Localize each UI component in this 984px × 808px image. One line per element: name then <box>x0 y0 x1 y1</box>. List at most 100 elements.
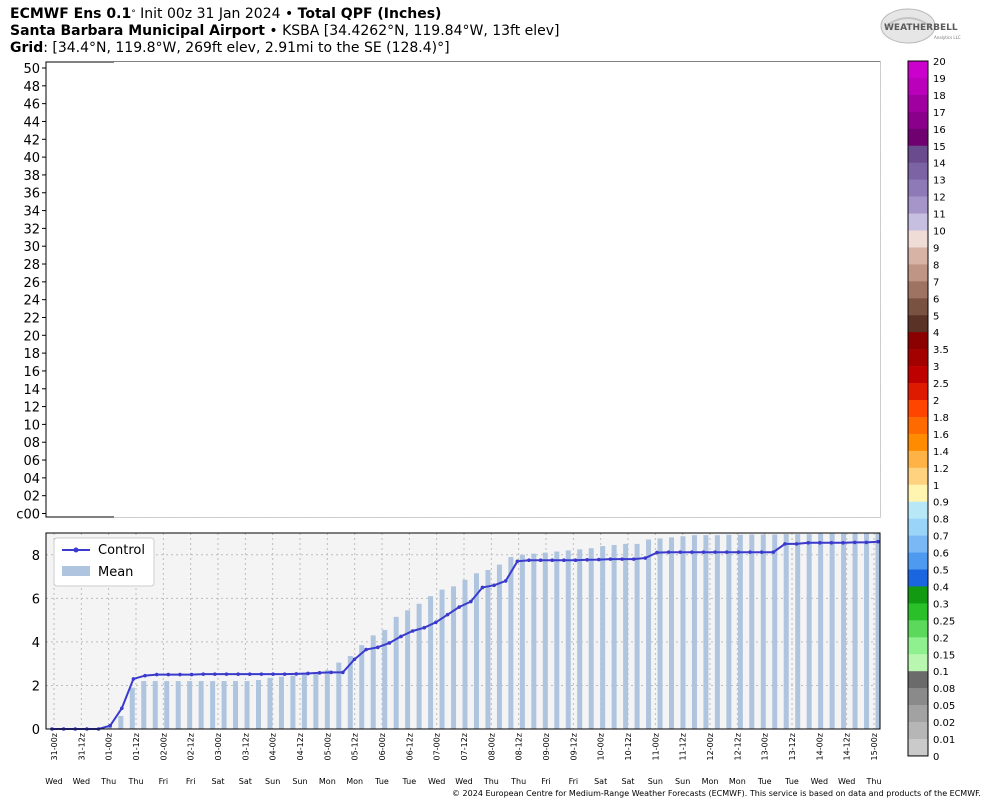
heatmap-cell <box>448 213 461 223</box>
heatmap-cell <box>399 151 412 161</box>
heatmap-cell <box>226 70 239 81</box>
heatmap-cell <box>855 472 868 482</box>
heatmap-cell <box>571 160 585 170</box>
heatmap-cell <box>769 401 782 411</box>
heatmap-cell <box>423 356 437 366</box>
mean-bar <box>726 534 732 729</box>
heatmap-cell <box>670 62 683 72</box>
heatmap-cell <box>386 249 400 259</box>
heatmap-cell <box>349 231 363 241</box>
heatmap-cell <box>793 392 807 402</box>
heatmap-cell <box>423 276 437 286</box>
heatmap-cell <box>707 472 720 482</box>
heatmap-cell <box>621 88 634 98</box>
heatmap-cell <box>325 401 338 411</box>
heatmap-cell <box>855 463 868 473</box>
heatmap-cell <box>547 115 560 125</box>
heatmap-cell <box>164 285 178 295</box>
heatmap-cell <box>732 445 745 455</box>
heatmap-cell <box>695 499 708 509</box>
heatmap-cell <box>337 383 350 393</box>
heatmap-cell <box>152 160 165 170</box>
heatmap-cell <box>238 508 252 518</box>
heatmap-cell <box>164 329 178 339</box>
heatmap-cell <box>830 240 844 250</box>
heatmap-cell <box>448 115 461 125</box>
heatmap-cell <box>855 374 868 384</box>
heatmap-cell <box>830 186 844 197</box>
heatmap-cell <box>584 490 597 500</box>
heatmap-cell <box>374 409 387 420</box>
heatmap-cell <box>818 374 831 384</box>
colorbar-swatch <box>908 400 928 418</box>
heatmap-cell <box>534 490 548 500</box>
heatmap-cell <box>251 293 264 304</box>
heatmap-cell <box>251 427 264 438</box>
heatmap-cell <box>189 106 202 116</box>
heatmap-cell <box>867 490 881 500</box>
heatmap-cell <box>645 267 659 277</box>
heatmap-cell <box>719 490 733 500</box>
heatmap-cell <box>386 374 400 384</box>
heatmap-cell <box>547 195 560 206</box>
heatmap-cell <box>288 124 301 134</box>
heatmap-cell <box>756 70 770 81</box>
heatmap-cell <box>534 97 548 107</box>
heatmap-cell <box>830 249 844 259</box>
heatmap-cell <box>238 490 252 500</box>
heatmap-cell <box>485 177 498 188</box>
heatmap-cell <box>497 463 511 473</box>
heatmap-cell <box>707 285 720 295</box>
x-day-label: Fri <box>186 777 196 786</box>
heatmap-cell <box>732 356 745 366</box>
heatmap-cell <box>423 472 437 482</box>
heatmap-cell <box>843 383 856 393</box>
heatmap-cell <box>596 267 609 277</box>
heatmap-cell <box>362 320 375 330</box>
mean-bar <box>554 551 560 729</box>
colorbar-tick-label: 0.1 <box>933 667 949 678</box>
heatmap-cell <box>867 302 881 313</box>
heatmap-cell <box>460 240 474 250</box>
heatmap-cell <box>830 213 844 223</box>
mean-bar <box>646 539 652 729</box>
heatmap-cell <box>621 160 634 170</box>
heatmap-cell <box>793 347 807 357</box>
heatmap-cell <box>633 499 646 509</box>
heatmap-cell <box>189 276 202 286</box>
heatmap-cell <box>645 231 659 241</box>
heatmap-cell <box>114 427 128 438</box>
x-tick-label: 01-12z <box>132 733 141 760</box>
heatmap-cell <box>756 195 770 206</box>
heatmap-cell <box>719 79 733 90</box>
heatmap-cell <box>337 70 350 81</box>
heatmap-cell <box>621 329 634 339</box>
heatmap-cell <box>571 302 585 313</box>
heatmap-cell <box>806 383 819 393</box>
x-tick-label: 08-00z <box>487 733 496 760</box>
heatmap-cell <box>781 177 794 188</box>
heatmap-cell <box>214 267 227 277</box>
heatmap-cell <box>386 427 400 438</box>
heatmap-cell <box>855 401 868 411</box>
colorbar-tick-label: 5 <box>933 311 939 322</box>
heatmap-cell <box>633 490 646 500</box>
heatmap-cell <box>571 392 585 402</box>
heatmap-cell <box>818 97 831 107</box>
heatmap-cell <box>547 311 560 322</box>
heatmap-cell <box>423 409 437 420</box>
heatmap-cell <box>214 240 227 250</box>
heatmap-cell <box>497 356 511 366</box>
heatmap-cell <box>399 481 412 491</box>
heatmap-cell <box>522 97 535 107</box>
heatmap-cell <box>114 106 128 116</box>
heatmap-cell <box>436 392 449 402</box>
heatmap-cell <box>621 302 634 313</box>
heatmap-cell <box>374 169 387 179</box>
heatmap-cell <box>793 267 807 277</box>
heatmap-cell <box>448 133 461 143</box>
heatmap-cell <box>497 133 511 143</box>
heatmap-cell <box>337 427 350 438</box>
heatmap-cell <box>423 249 437 259</box>
heatmap-cell <box>362 195 375 206</box>
